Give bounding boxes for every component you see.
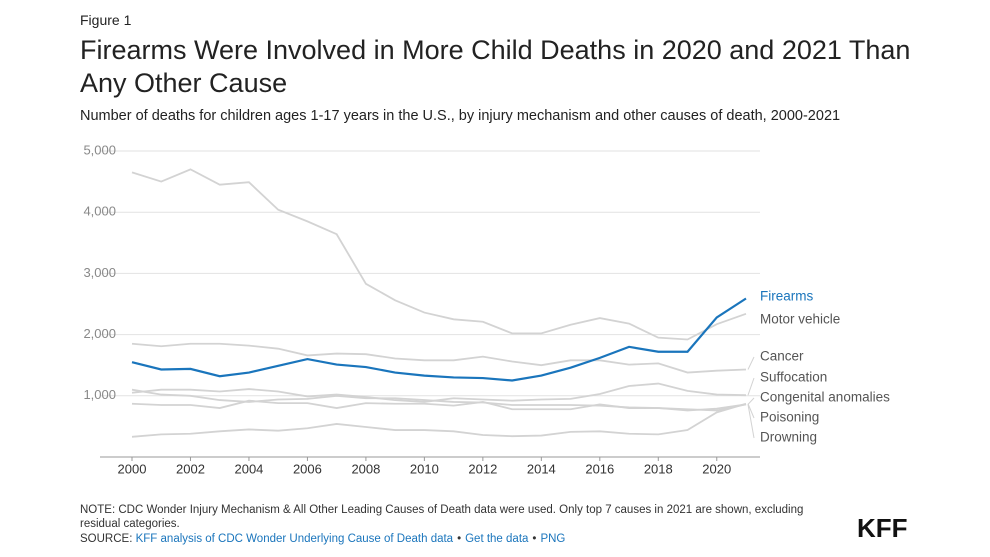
- series-line: [131, 297, 747, 382]
- series-label: Poisoning: [760, 410, 819, 425]
- series-line: [131, 388, 747, 412]
- note: NOTE: CDC Wonder Injury Mechanism & All …: [80, 504, 804, 530]
- x-tick-label: 2004: [234, 461, 263, 476]
- label-connector: [747, 404, 755, 439]
- separator: •: [532, 533, 537, 545]
- x-tick-label: 2018: [644, 461, 673, 476]
- y-tick-label: 5,000: [83, 142, 116, 157]
- x-tick-label: 2012: [468, 461, 497, 476]
- figure-label: Figure 1: [80, 12, 132, 28]
- logo: KFF: [857, 513, 908, 543]
- series-line: [131, 399, 747, 412]
- label-connector: [747, 403, 755, 419]
- series-label: Congenital anomalies: [760, 390, 890, 405]
- x-tick-label: 2010: [410, 461, 439, 476]
- chart-subtitle: Number of deaths for children ages 1-17 …: [80, 108, 841, 124]
- x-tick-label: 2008: [351, 461, 380, 476]
- source-link[interactable]: Get the data: [465, 533, 529, 545]
- y-tick-label: 3,000: [83, 265, 116, 280]
- series-line: [131, 342, 747, 374]
- label-connector: [747, 377, 755, 396]
- label-connector: [747, 356, 755, 370]
- separator: •: [457, 533, 462, 545]
- x-tick-label: 2006: [293, 461, 322, 476]
- series-label: Firearms: [760, 289, 813, 304]
- source-link[interactable]: KFF analysis of CDC Wonder Underlying Ca…: [135, 533, 454, 545]
- x-tick-label: 2016: [585, 461, 614, 476]
- series-line: [131, 382, 747, 403]
- series-label: Motor vehicle: [760, 312, 840, 327]
- source: SOURCE: KFF analysis of CDC Wonder Under…: [80, 533, 565, 545]
- chart-title: Firearms Were Involved in More Child Dea…: [80, 35, 911, 98]
- y-tick-label: 1,000: [83, 387, 116, 402]
- source-link[interactable]: PNG: [540, 533, 566, 545]
- source-label: SOURCE:: [80, 533, 133, 545]
- series-line: [131, 402, 747, 438]
- y-tick-label: 2,000: [83, 326, 116, 341]
- y-tick-label: 4,000: [83, 204, 116, 219]
- label-connector: [747, 397, 755, 405]
- series-label: Suffocation: [760, 370, 827, 385]
- series-line: [131, 168, 747, 341]
- x-tick-label: 2020: [702, 461, 731, 476]
- x-tick-label: 2002: [176, 461, 205, 476]
- x-tick-label: 2014: [527, 461, 556, 476]
- x-tick-label: 2000: [118, 461, 147, 476]
- series-label: Cancer: [760, 349, 804, 364]
- series-label: Drowning: [760, 430, 817, 445]
